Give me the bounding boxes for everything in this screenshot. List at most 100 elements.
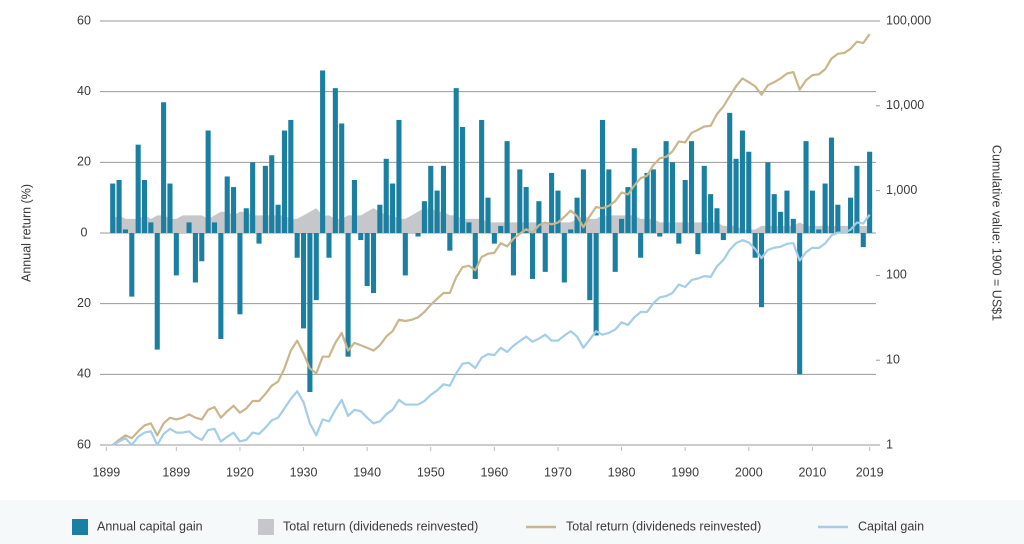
bar: [580, 169, 586, 233]
bar: [568, 229, 574, 233]
bar: [657, 233, 663, 237]
bar: [848, 197, 854, 233]
bar: [523, 187, 529, 233]
bar: [542, 233, 548, 272]
bar: [549, 172, 555, 233]
area: [112, 208, 870, 233]
bar: [402, 233, 408, 276]
bar: [320, 70, 326, 233]
bar-layer: [110, 70, 873, 392]
legend-label: Capital gain: [858, 519, 924, 533]
bar: [370, 233, 377, 294]
bar: [116, 180, 122, 233]
x-tick-label: 1930: [290, 465, 318, 479]
bar: [148, 222, 154, 233]
bar: [529, 233, 536, 279]
legend-label: Annual capital gain: [97, 519, 203, 533]
legend-swatch: [258, 519, 274, 535]
bar: [784, 190, 790, 233]
bar: [250, 162, 256, 233]
x-tick-label: 1980: [608, 465, 636, 479]
bar: [593, 233, 599, 336]
bar: [765, 162, 771, 233]
bar: [173, 233, 179, 276]
x-tick-label: 1899: [92, 465, 120, 479]
bar: [390, 183, 396, 233]
bar: [428, 165, 434, 233]
x-tick-label: 1920: [226, 465, 254, 479]
y-axis-title: Annual return (%): [19, 184, 33, 282]
bar: [466, 222, 472, 233]
bar: [854, 165, 860, 233]
y2-tick-label: 1,000: [886, 183, 917, 197]
bar: [612, 233, 618, 272]
x-tick-label: 2010: [798, 465, 826, 479]
bar: [345, 233, 351, 357]
bar: [644, 172, 650, 233]
bar: [485, 197, 491, 233]
bar: [714, 208, 720, 233]
bar: [835, 204, 841, 233]
bar: [758, 233, 765, 308]
bar: [224, 176, 230, 233]
bar: [218, 233, 224, 339]
bar: [110, 183, 116, 233]
area-layer: [112, 208, 870, 233]
bar: [746, 151, 752, 233]
bar: [606, 169, 612, 233]
bar: [771, 194, 777, 233]
y2-tick-label: 10,000: [886, 98, 924, 112]
bar: [619, 218, 625, 233]
legend-label: Total return (divideneds reinvested): [283, 519, 478, 533]
bar: [816, 229, 822, 233]
x-tick-label: 2019: [856, 465, 884, 479]
bar: [867, 151, 873, 233]
bar: [727, 112, 733, 233]
bar: [631, 148, 637, 233]
bar: [536, 201, 542, 233]
bar: [288, 119, 294, 233]
bar: [676, 233, 682, 244]
bar: [472, 233, 478, 279]
x-tick-label: 2000: [735, 465, 763, 479]
bar: [669, 162, 676, 233]
legend-label: Total return (divideneds reinvested): [566, 519, 761, 533]
bar: [129, 233, 135, 297]
bar: [135, 144, 141, 233]
x-tick-label: 1899: [162, 465, 190, 479]
y2-tick-label: 10: [886, 352, 900, 366]
bar: [720, 233, 726, 241]
bar: [587, 233, 593, 301]
bar: [460, 127, 466, 233]
bar: [638, 233, 644, 258]
bar: [797, 233, 803, 375]
bar: [828, 137, 835, 233]
bar: [313, 233, 319, 301]
bar: [262, 165, 268, 233]
bar: [491, 233, 497, 244]
y-tick-label: 20: [77, 155, 91, 169]
bar: [447, 233, 453, 251]
bar: [688, 141, 695, 233]
bar: [790, 218, 796, 233]
bar: [739, 130, 745, 233]
bar: [421, 201, 427, 233]
x-tick-label: 1990: [671, 465, 699, 479]
bar: [682, 180, 688, 233]
bar: [396, 119, 402, 233]
bar: [161, 102, 167, 234]
bar: [555, 190, 561, 233]
bar: [186, 222, 192, 233]
bar: [701, 165, 707, 233]
bar: [434, 190, 440, 233]
y-tick-label: 40: [77, 84, 91, 98]
bar: [778, 211, 784, 233]
bar: [192, 233, 198, 283]
line: [112, 33, 871, 446]
bar: [453, 88, 459, 233]
y-tick-label: 60: [77, 13, 91, 27]
legend-swatch: [72, 519, 88, 535]
bar: [517, 169, 523, 233]
bar: [383, 158, 389, 233]
